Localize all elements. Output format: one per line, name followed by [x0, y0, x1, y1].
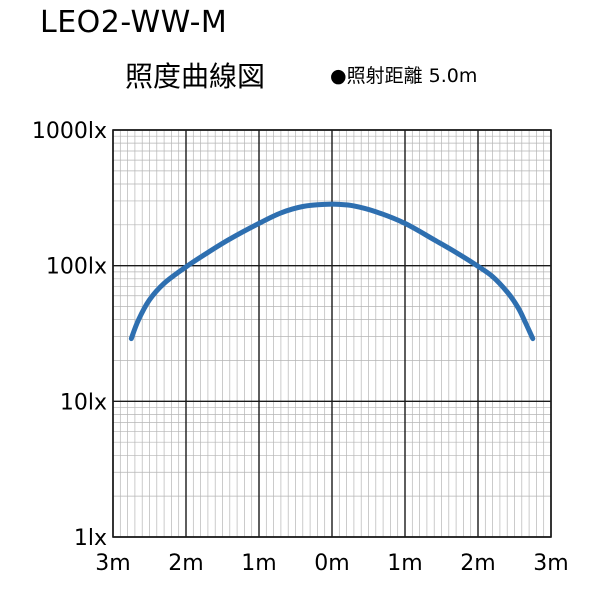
y-tick-label: 100lx — [46, 255, 107, 280]
y-tick-label: 1000lx — [32, 119, 107, 144]
x-tick-label: 1m — [241, 551, 276, 576]
plot-frame — [112, 129, 552, 538]
major-grid — [112, 129, 552, 538]
x-tick-label: 3m — [533, 551, 568, 576]
x-tick-label: 2m — [168, 551, 203, 576]
y-tick-labels: 1000lx 100lx 10lx 1lx — [32, 119, 107, 551]
chart-title: 照度曲線図 — [125, 60, 265, 93]
series-layer — [128, 201, 536, 342]
x-tick-label: 2m — [460, 551, 495, 576]
model-title: LEO2-WW-M — [40, 5, 227, 40]
y-tick-label: 10lx — [60, 390, 107, 415]
y-tick-label: 1lx — [74, 526, 107, 551]
x-tick-label: 3m — [95, 551, 130, 576]
illuminance-curve — [128, 201, 536, 342]
x-tick-labels: 3m 2m 1m 0m 1m 2m 3m — [95, 551, 568, 576]
x-tick-label: 0m — [314, 551, 349, 576]
distance-note: ●照射距離 5.0m — [330, 65, 477, 87]
x-tick-label: 1m — [387, 551, 422, 576]
